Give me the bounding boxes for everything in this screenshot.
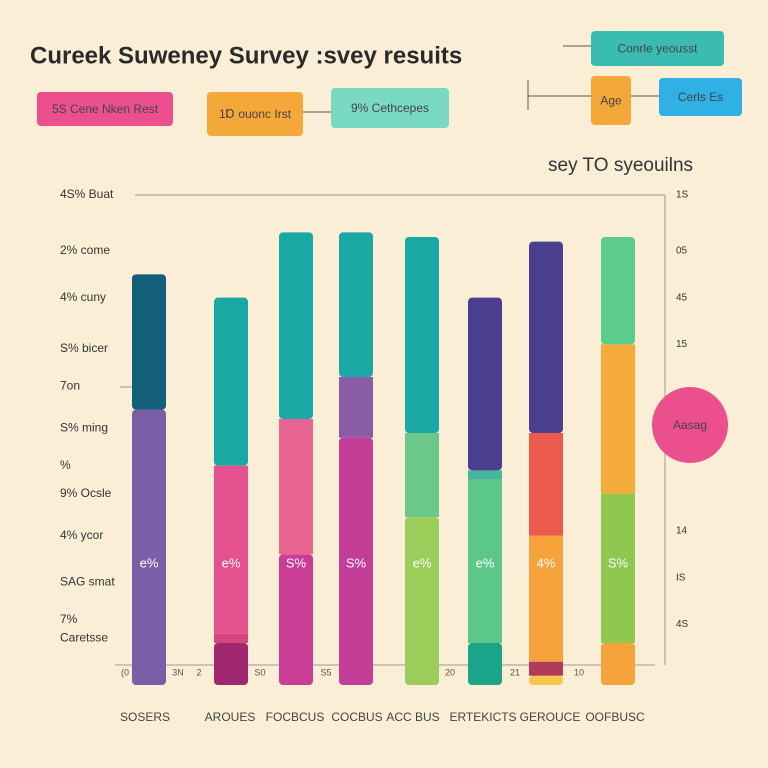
bar-label: S% xyxy=(346,555,367,570)
bar-segment xyxy=(529,675,563,685)
bar-segment xyxy=(468,470,502,480)
bar-segment xyxy=(214,465,248,634)
x-tick-label: OOFBUSC xyxy=(585,710,645,724)
bar-segment xyxy=(529,535,563,662)
bar-segment xyxy=(279,554,313,685)
y-tick-label: 7on xyxy=(60,379,80,393)
y2-tick-label: 15 xyxy=(676,339,688,350)
baseline-label: 2 xyxy=(196,667,201,677)
badge-label: 5S Cene Nken Rest xyxy=(52,102,159,116)
x-tick-label: SOSERS xyxy=(120,710,170,724)
bar-segment xyxy=(529,433,563,536)
badge-label: Cerls Es xyxy=(678,90,723,104)
bar-segment xyxy=(279,232,313,419)
bar-segment xyxy=(214,643,248,685)
bar-label: S% xyxy=(286,555,307,570)
bar-label: 4% xyxy=(537,555,556,570)
bar-segment xyxy=(529,661,563,676)
chart-title: Cureek Suweney Survey :svey resuits xyxy=(30,42,462,69)
badge-label: Age xyxy=(600,94,622,108)
bar-label: e% xyxy=(140,555,159,570)
bar-label: e% xyxy=(476,555,495,570)
bar-segment xyxy=(339,437,373,685)
baseline-label: 3N xyxy=(172,667,184,677)
badge-box xyxy=(659,78,742,116)
baseline-label: (0 xyxy=(121,667,129,677)
x-tick-label: COCBUS xyxy=(331,710,382,724)
baseline-label: 21 xyxy=(510,667,520,677)
bar-segment xyxy=(214,297,248,466)
bar-segment xyxy=(601,643,635,685)
bar-label: e% xyxy=(222,555,241,570)
y-tick-label: Caretsse xyxy=(60,631,108,645)
badge-label: Conrle yeousst xyxy=(617,42,698,56)
baseline-label: 10 xyxy=(574,667,584,677)
y-tick-label: 7% xyxy=(60,612,78,626)
connectors xyxy=(303,45,659,113)
badge-label: Aasag xyxy=(673,418,707,432)
x-tick-label: ERTEKICTS xyxy=(449,710,516,724)
bar-segment xyxy=(132,274,166,410)
bar-segment xyxy=(132,409,166,685)
baseline-label: 20 xyxy=(445,667,455,677)
bar-segment xyxy=(405,433,439,517)
bar-segment xyxy=(601,237,635,345)
x-tick-label: FOCBCUS xyxy=(266,710,325,724)
bar-segment xyxy=(468,643,502,685)
y2-tick-label: 05 xyxy=(676,246,688,257)
bar-segment xyxy=(468,297,502,471)
bar-segment xyxy=(214,633,248,643)
y-tick-label: SAG smat xyxy=(60,575,115,589)
y-tick-label: 4% cuny xyxy=(60,290,106,304)
bar-segment xyxy=(339,232,373,377)
y-tick-label: 4% ycor xyxy=(60,528,103,542)
badge-box xyxy=(331,88,449,128)
badge-circle xyxy=(652,387,728,463)
y2-tick-label: 1S xyxy=(676,190,689,201)
baseline-label: S5 xyxy=(320,667,331,677)
bar-segment xyxy=(279,419,313,555)
x-tick-label: ACC BUS xyxy=(386,710,439,724)
y-tick-label: 2% come xyxy=(60,243,110,257)
badge-label: 1Ɒ ouonc Irst xyxy=(219,107,292,121)
y-tick-label: 4S% Buat xyxy=(60,187,114,201)
baseline-label: S0 xyxy=(254,667,265,677)
y2-tick-label: IS xyxy=(676,572,686,583)
y-tick-label: S% bicer xyxy=(60,341,108,355)
bar-segment xyxy=(339,377,373,438)
bar-segment xyxy=(405,237,439,433)
bar-segment xyxy=(468,479,502,643)
bar-label: S% xyxy=(608,555,629,570)
bar-segment xyxy=(601,493,635,643)
y2-tick-label: 45 xyxy=(676,292,688,303)
x-tick-label: GEROUCE xyxy=(520,710,581,724)
badge-label: 9% Cethcepes xyxy=(351,101,429,115)
chart-subtitle: sey TO syeouilns xyxy=(548,155,693,176)
bar-label: e% xyxy=(413,555,432,570)
y-tick-label: 9% Ocsle xyxy=(60,486,112,500)
x-tick-label: AROUES xyxy=(205,710,256,724)
y2-tick-label: 14 xyxy=(676,526,688,537)
y-tick-label: S% ming xyxy=(60,421,108,435)
badge-box xyxy=(591,76,631,125)
y2-tick-label: 4S xyxy=(676,619,689,630)
bar-segment xyxy=(601,344,635,494)
badge-box xyxy=(37,92,173,126)
badge-box xyxy=(591,31,724,66)
bar-segment xyxy=(529,241,563,433)
y-tick-label: % xyxy=(60,458,71,472)
bar-segment xyxy=(405,517,439,685)
badge-box xyxy=(207,92,303,136)
